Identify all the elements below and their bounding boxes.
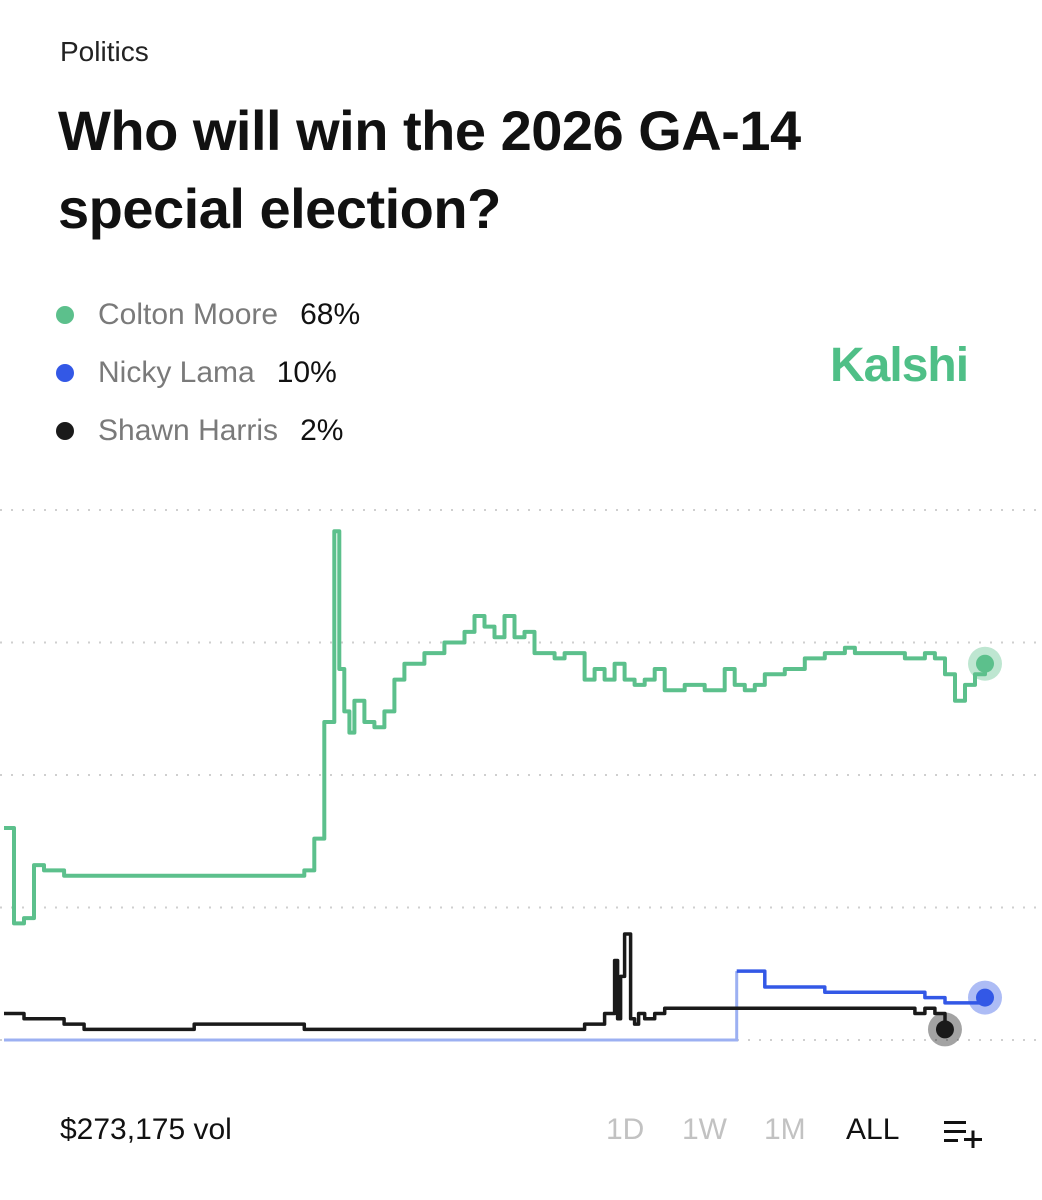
legend-item-colton-moore[interactable]: Colton Moore 68%: [56, 286, 360, 344]
legend-value: 10%: [276, 356, 337, 389]
endpoint-marker: [976, 654, 994, 673]
legend-name: Nicky Lama: [98, 356, 255, 389]
endpoint-marker: [976, 988, 994, 1007]
legend-item-nicky-lama[interactable]: Nicky Lama 10%: [56, 344, 360, 402]
legend: Colton Moore 68% Nicky Lama 10% Shawn Ha…: [56, 286, 360, 460]
series-line-nicky-lama: [736, 969, 987, 1005]
legend-name: Colton Moore: [98, 298, 279, 331]
volume-label: $273,175 vol: [60, 1113, 232, 1146]
brand-logo: Kalshi: [830, 339, 969, 392]
range-1d-button[interactable]: 1D: [606, 1113, 645, 1146]
price-chart[interactable]: [0, 490, 1042, 1070]
series-line-shawn-harris: [4, 932, 947, 1032]
legend-dot: [56, 422, 74, 440]
legend-dot: [56, 306, 74, 324]
range-1m-button[interactable]: 1M: [764, 1113, 806, 1146]
endpoint-marker: [935, 1020, 954, 1039]
legend-value: 68%: [300, 298, 361, 331]
legend-item-shawn-harris[interactable]: Shawn Harris 2%: [56, 402, 360, 460]
series-line-nicky-lama-early: [4, 971, 739, 1042]
list-add-icon[interactable]: [944, 1118, 986, 1148]
legend-name: Shawn Harris: [98, 414, 279, 447]
legend-dot: [56, 364, 74, 382]
range-1w-button[interactable]: 1W: [682, 1113, 727, 1146]
page-title: Who will win the 2026 GA-14 special elec…: [58, 99, 801, 240]
series-line-colton-moore: [4, 529, 987, 926]
category-label: Politics: [60, 36, 149, 67]
legend-value: 2%: [300, 414, 344, 447]
range-all-button[interactable]: ALL: [846, 1113, 900, 1146]
